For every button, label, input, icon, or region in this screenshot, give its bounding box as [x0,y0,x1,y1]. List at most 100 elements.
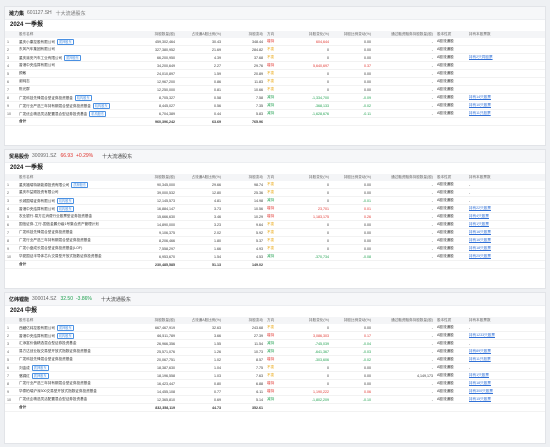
column-header[interactable]: 股本性质 [435,31,467,38]
column-header[interactable]: 持股比例变动(%) [331,174,373,181]
holdings-link[interactable]: 持有300只股票 [467,387,545,396]
holdings-link[interactable]: 持有11只股票 [467,355,545,364]
holder-name[interactable]: 谢纯志 [19,79,30,83]
column-header[interactable] [5,31,17,38]
holder-name[interactable]: 香港中央结算有限公司 [19,333,55,338]
column-header[interactable]: 持股变动 [223,317,265,324]
column-header[interactable]: 占流通A股比例(%) [177,31,223,38]
holder-name[interactable]: 合计 [19,119,27,123]
column-header[interactable] [5,317,17,324]
column-header[interactable]: 股东名称 [17,317,127,324]
column-header[interactable]: 占流通A股比例(%) [177,174,223,181]
holder-tag-badge[interactable]: 质押股东 [56,324,74,331]
holdings-link[interactable]: 持有14只股票 [467,93,545,102]
holder-name[interactable]: 重庆小康控股有限公司 [19,39,55,44]
holder-tag-badge[interactable]: 质押股东 [56,38,74,45]
holder-name[interactable]: 国信证券-工行-国信金鹏分级1号集合资产管理计划 [19,222,99,226]
holder-name[interactable]: 广发科技先锋混合型证券投资基金 [19,357,73,361]
holder-name[interactable]: 陈光群 [19,87,30,91]
column-header[interactable]: 持股数量(股) [127,174,177,181]
holdings-link[interactable]: 持有1只股票 [467,371,545,380]
holdings-link[interactable]: 持有10只股票 [467,101,545,110]
column-header[interactable] [5,174,17,181]
column-header[interactable]: 持股变化(%) [283,174,331,181]
holder-name[interactable]: 汇添富价值精选混合型证券投资基金 [19,341,77,345]
holdings-link[interactable]: 持有89只股票 [467,347,545,356]
holder-name[interactable]: 华夏国证半导体芯片交易型开放式指数证券投资基金 [19,254,102,258]
column-header[interactable]: 股本性质 [435,174,467,181]
holder-tag-badge[interactable]: 质押股东 [31,372,49,379]
holdings-link[interactable]: 持有4只股票 [467,212,545,221]
holder-name[interactable]: 广发小盘成长混合型证券投资基金(LOF) [19,246,83,250]
holder-name[interactable]: 农业银行-易方达消费行业股票型证券投资基金 [19,214,93,218]
section-tab[interactable]: 十大流通股东 [55,10,86,17]
holdings-link[interactable]: 持有15只股票 [467,395,545,404]
holder-tag-badge[interactable]: 质押股东 [31,364,49,371]
stock-name[interactable]: 贸易股份 [9,153,30,160]
column-header[interactable]: 持股变动 [223,31,265,38]
holder-name[interactable]: 广发行业严选三年持有期混合型证券投资基金 [19,238,91,242]
holder-name[interactable]: 重庆市益顺投资有限公司 [19,190,59,194]
holder-tag-badge[interactable]: 机构股东 [89,110,107,117]
column-header[interactable]: 通过融资融券持股数量(股) [373,317,435,324]
holdings-link[interactable]: 持有16只股票 [467,236,545,245]
holdings-link[interactable]: 持有25只股票 [467,252,545,261]
column-header[interactable]: 持股比例变动(%) [331,31,373,38]
column-header[interactable]: 股东名称 [17,31,127,38]
holder-name[interactable]: 东风汽车集团有限公司 [19,47,55,51]
holder-name[interactable]: 重庆渝安汽车工业有限公司 [19,55,63,60]
holder-tag-badge[interactable]: 机构股东 [74,94,92,101]
stock-name[interactable]: 亿纬锂能 [9,296,30,303]
holder-name[interactable]: 骆锦红 [19,373,30,378]
holder-tag-badge[interactable]: 机构股东 [56,205,74,212]
holdings-link[interactable]: 持有22只股票 [467,204,545,213]
column-header[interactable]: 股本性质 [435,317,467,324]
holder-name[interactable]: 颜敏 [19,71,27,75]
column-header[interactable]: 持股变化(%) [283,317,331,324]
column-header[interactable]: 方向 [265,317,283,324]
column-header[interactable]: 持股变动 [223,174,265,181]
column-header[interactable]: 持股比例变动(%) [331,317,373,324]
column-header[interactable]: 通过融资融券持股数量(股) [373,174,435,181]
holder-name[interactable]: 刘金成 [19,365,30,370]
section-tab[interactable]: 十大流通股东 [100,296,131,303]
column-header[interactable]: 方向 [265,31,283,38]
holder-name[interactable]: 合计 [19,405,27,409]
holdings-link[interactable]: 持有1233只股票 [467,331,545,340]
holder-name[interactable]: 广发科技先锋混合型证券投资基金 [19,230,73,234]
holder-name[interactable]: 西藏亿纬控股有限公司 [19,325,55,330]
column-header[interactable]: 股东名称 [17,174,127,181]
holdings-link[interactable]: 持有1只股票 [467,220,545,229]
column-header[interactable]: 持股变化(%) [283,31,331,38]
holder-name[interactable]: 广发优企精选灵活配置混合型证券投资基金 [19,397,88,401]
holder-name[interactable]: 合计 [19,262,27,266]
holdings-link[interactable]: 持有11只股票 [467,109,545,118]
column-header[interactable]: 持股数量(股) [127,31,177,38]
column-header[interactable]: 持股数量(股) [127,317,177,324]
column-header[interactable]: 持有本股票数 [467,174,545,181]
holder-name[interactable]: 广发科技先锋混合型证券投资基金 [19,95,73,100]
stock-name[interactable]: 潍力集 [9,10,25,17]
holder-name[interactable]: 长城国瑞证券有限公司 [19,198,55,203]
holdings-link[interactable]: 持有16只股票 [467,228,545,237]
holder-name[interactable]: 重庆福瑞特新能源投资有限公司 [19,182,70,187]
holder-tag-badge[interactable]: 机构股东 [56,197,74,204]
holdings-link[interactable]: 持有18只股票 [467,379,545,388]
holder-name[interactable]: 广发行业严选三年持有期混合型证券投资基金 [19,103,91,108]
holder-name[interactable]: 易方达创业板交易型开放式指数证券投资基金 [19,349,91,353]
holder-name[interactable]: 香港中央结算有限公司 [19,206,55,211]
holdings-link[interactable]: 持有18只股票 [467,244,545,253]
holder-tag-badge[interactable]: 机构股东 [56,332,74,339]
column-header[interactable]: 方向 [265,174,283,181]
holder-name[interactable]: 香港中央结算有限公司 [19,63,55,67]
holder-tag-badge[interactable]: 质押股东 [64,54,81,61]
holder-tag-badge[interactable]: 质押股东 [71,181,89,188]
holder-name[interactable]: 广发优企精选灵活配置混合型证券投资基金 [19,111,88,116]
column-header[interactable]: 通过融资融券持股数量(股) [373,31,435,38]
holder-name[interactable]: 广发行业严选三年持有期混合型证券投资基金 [19,381,91,385]
holder-tag-badge[interactable]: 机构股东 [92,102,110,109]
column-header[interactable]: 持有本股票数 [467,317,545,324]
column-header[interactable]: 占流通A股比例(%) [177,317,223,324]
column-header[interactable]: 持有本股票数 [467,31,545,38]
holder-name[interactable]: 华泰柏瑞沪深300交易型开放式指数证券投资基金 [19,389,97,393]
